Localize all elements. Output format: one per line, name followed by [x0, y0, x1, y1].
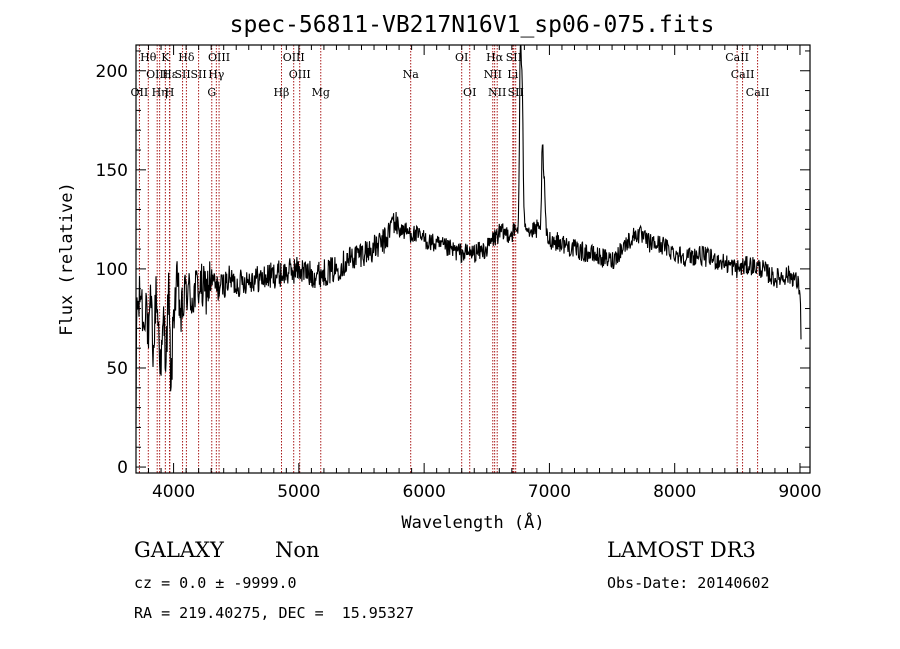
y-tick-label: 100: [96, 260, 128, 280]
y-tick-label: 150: [96, 161, 128, 181]
chart-title: spec-56811-VB217N16V1_sp06-075.fits: [230, 12, 715, 38]
spectral-line-label: OIII: [289, 68, 311, 81]
spectral-line-label: NII: [488, 86, 506, 99]
spectral-line-label: G: [207, 86, 216, 99]
y-axis: 0 50 100 150 200: [96, 50, 810, 478]
spectral-line-label: CaII: [731, 68, 755, 81]
redshift-readout: cz = 0.0 ± -9999.0: [134, 574, 297, 592]
coordinates: RA = 219.40275, DEC = 15.95327: [134, 604, 414, 622]
spectral-line-label: CaII: [725, 51, 749, 64]
spectral-line-label: Hη: [152, 86, 168, 99]
y-tick-label: 50: [106, 359, 128, 379]
x-tick-label: 4000: [152, 482, 195, 502]
x-tick-label: 7000: [528, 482, 571, 502]
spectral-line-label: SII: [191, 68, 207, 81]
spectral-line-labels: OIIHθOIIIHηHεKSIIHHδSIIOIIIHγGOIIIOIIIHβ…: [131, 51, 770, 99]
x-tick-label: 8000: [653, 482, 696, 502]
x-tick-label: 5000: [277, 482, 320, 502]
spectrum-series: [135, 44, 802, 425]
object-subclass: Non: [275, 538, 320, 562]
spectral-line-label: SII: [508, 86, 524, 99]
x-axis: 4000 5000 6000 7000 8000 9000: [148, 45, 822, 502]
x-tick-label: 9000: [778, 482, 821, 502]
spectral-line-label: Li: [507, 68, 518, 81]
spectral-line-markers: [138, 45, 759, 473]
spectral-line-label: OI: [463, 86, 476, 99]
survey-name: LAMOST DR3: [607, 538, 756, 562]
spectral-line-label: SII: [174, 68, 190, 81]
obs-date: Obs-Date: 20140602: [607, 574, 770, 592]
spectral-line-label: H: [165, 86, 175, 99]
y-tick-label: 200: [96, 62, 128, 82]
spectral-line-label: CaII: [746, 86, 770, 99]
spectral-line-label: Hθ: [140, 51, 157, 64]
spectral-line-label: Hα: [486, 51, 504, 64]
object-class: GALAXY: [134, 538, 224, 562]
x-tick-label: 6000: [403, 482, 446, 502]
spectral-line-label: Na: [403, 68, 420, 81]
y-axis-label: Flux (relative): [57, 182, 77, 336]
spectral-line-label: Hδ: [178, 51, 195, 64]
spectral-line-label: SII: [506, 51, 522, 64]
spectral-line-label: OIII: [146, 68, 168, 81]
y-tick-label: 0: [117, 458, 128, 478]
plot-frame: [135, 44, 811, 474]
spectral-line-label: Hβ: [273, 86, 289, 99]
spectral-line-label: K: [161, 51, 170, 64]
spectral-line-label: OIII: [283, 51, 305, 64]
spectral-line-label: OI: [455, 51, 468, 64]
spectral-line-label: NII: [484, 68, 502, 81]
spectral-line-label: Hγ: [208, 68, 225, 81]
spectral-line-label: OII: [131, 86, 149, 99]
x-axis-label: Wavelength (Å): [401, 511, 544, 533]
spectral-line-label: Hε: [162, 68, 178, 81]
spectral-line-label: OIII: [208, 51, 230, 64]
spectral-line-label: Mg: [312, 86, 330, 99]
